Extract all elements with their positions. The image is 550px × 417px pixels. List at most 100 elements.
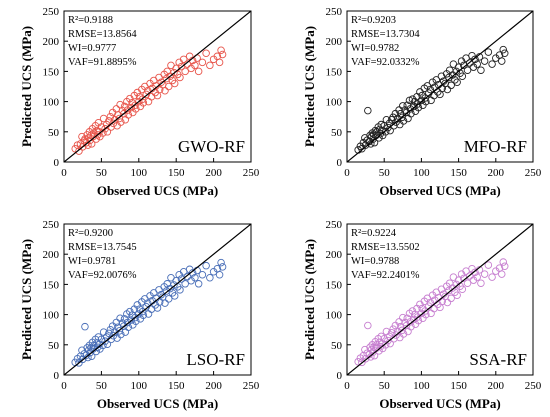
stat-r2: R²=0.9203 [351, 15, 396, 26]
plot-frame [63, 10, 252, 163]
data-point [410, 102, 418, 111]
data-point [114, 323, 122, 332]
data-point [477, 279, 485, 287]
x-tick-label: 50 [379, 167, 391, 179]
data-point [453, 291, 461, 300]
data-point [135, 310, 143, 318]
stat-vaf: VAF=92.2401% [351, 270, 420, 281]
x-tick-label: 50 [96, 167, 108, 179]
data-point [198, 270, 207, 279]
stat-r2: R²=0.9188 [68, 15, 113, 26]
x-tick-label: 50 [379, 380, 391, 392]
data-point [392, 331, 400, 339]
data-point [112, 318, 121, 327]
data-point [399, 330, 408, 338]
data-point [463, 66, 472, 74]
x-axis-label: Observed UCS (MPa) [379, 396, 500, 411]
data-point [416, 88, 424, 96]
model-label: MFO-RF [464, 137, 527, 156]
data-point [218, 263, 227, 271]
stat-wi: WI=0.9788 [351, 256, 399, 267]
data-point [170, 68, 178, 77]
data-point [453, 78, 461, 87]
x-tick-label: 0 [344, 167, 350, 179]
stat-rmse: RMSE=13.7304 [351, 29, 420, 40]
data-point [176, 73, 184, 82]
data-point [95, 128, 103, 136]
scatter-panel-4: 0 50 100 150 200 250 0 50 100 150 200 250 Observed U… [302, 219, 542, 411]
y-axis-label: Predicted UCS (MPa) [302, 26, 317, 147]
data-point [367, 140, 375, 148]
data-point [217, 46, 225, 55]
scatter-panel-3: 0 50 100 150 200 250 0 50 100 150 200 250 Observed U… [19, 219, 260, 411]
data-point [396, 322, 405, 331]
data-point [109, 119, 118, 128]
y-tick-label: 250 [326, 219, 343, 231]
data-point [183, 60, 192, 68]
data-point [81, 135, 89, 143]
reference-line-1-1 [347, 224, 533, 375]
data-point [126, 307, 134, 316]
data-point [458, 285, 467, 293]
model-label: SSA-RF [469, 350, 527, 369]
data-point [375, 347, 383, 355]
x-tick-label: 200 [205, 167, 222, 179]
data-point [176, 286, 184, 294]
data-point [115, 114, 124, 123]
x-tick-label: 100 [131, 167, 148, 179]
data-point [392, 118, 400, 126]
data-point [463, 279, 472, 287]
x-tick-label: 100 [131, 380, 148, 392]
reference-line-1-1 [64, 11, 251, 162]
data-point [426, 85, 435, 94]
data-point [103, 340, 112, 348]
data-point [164, 295, 173, 303]
scatter-points [354, 258, 509, 367]
y-tick-label: 250 [43, 219, 60, 231]
stat-wi: WI=0.9781 [68, 256, 116, 267]
data-point [170, 281, 178, 289]
y-tick-label: 150 [326, 279, 343, 291]
data-point [498, 57, 506, 65]
data-point [147, 93, 156, 101]
model-label: GWO-RF [178, 137, 245, 156]
model-label: LSO-RF [186, 350, 245, 369]
data-point [398, 113, 406, 122]
x-tick-label: 150 [168, 380, 185, 392]
y-tick-label: 150 [43, 66, 60, 78]
y-tick-label: 100 [326, 97, 343, 109]
x-tick-label: 0 [344, 380, 350, 392]
data-point [473, 60, 481, 68]
scatter-panel-2: 0 50 100 150 200 250 0 50 100 150 200 250 Observed U… [302, 6, 542, 198]
reference-line-1-1 [64, 224, 251, 375]
data-point [183, 272, 192, 281]
data-point [198, 58, 207, 67]
data-point [194, 280, 203, 288]
stat-rmse: RMSE=13.5502 [351, 242, 420, 253]
data-point [381, 341, 390, 349]
data-point [116, 314, 124, 322]
x-tick-label: 150 [450, 167, 467, 179]
data-point [87, 140, 96, 148]
data-point [106, 325, 115, 334]
data-point [206, 61, 214, 70]
data-point [452, 280, 461, 289]
y-axis-label: Predicted UCS (MPa) [302, 239, 317, 360]
y-tick-label: 0 [54, 157, 60, 169]
x-tick-label: 250 [525, 167, 542, 179]
data-point [499, 258, 507, 266]
data-point [432, 76, 441, 84]
data-point [215, 58, 224, 67]
data-point [179, 55, 188, 64]
data-point [191, 61, 199, 70]
data-point [499, 45, 507, 54]
y-tick-label: 100 [326, 310, 343, 322]
reference-line-1-1 [347, 11, 533, 162]
data-point [458, 72, 467, 80]
data-point [395, 106, 403, 114]
data-point [359, 138, 368, 147]
x-tick-label: 200 [488, 167, 505, 179]
y-tick-label: 200 [326, 249, 343, 261]
stat-rmse: RMSE=13.8564 [68, 29, 137, 40]
